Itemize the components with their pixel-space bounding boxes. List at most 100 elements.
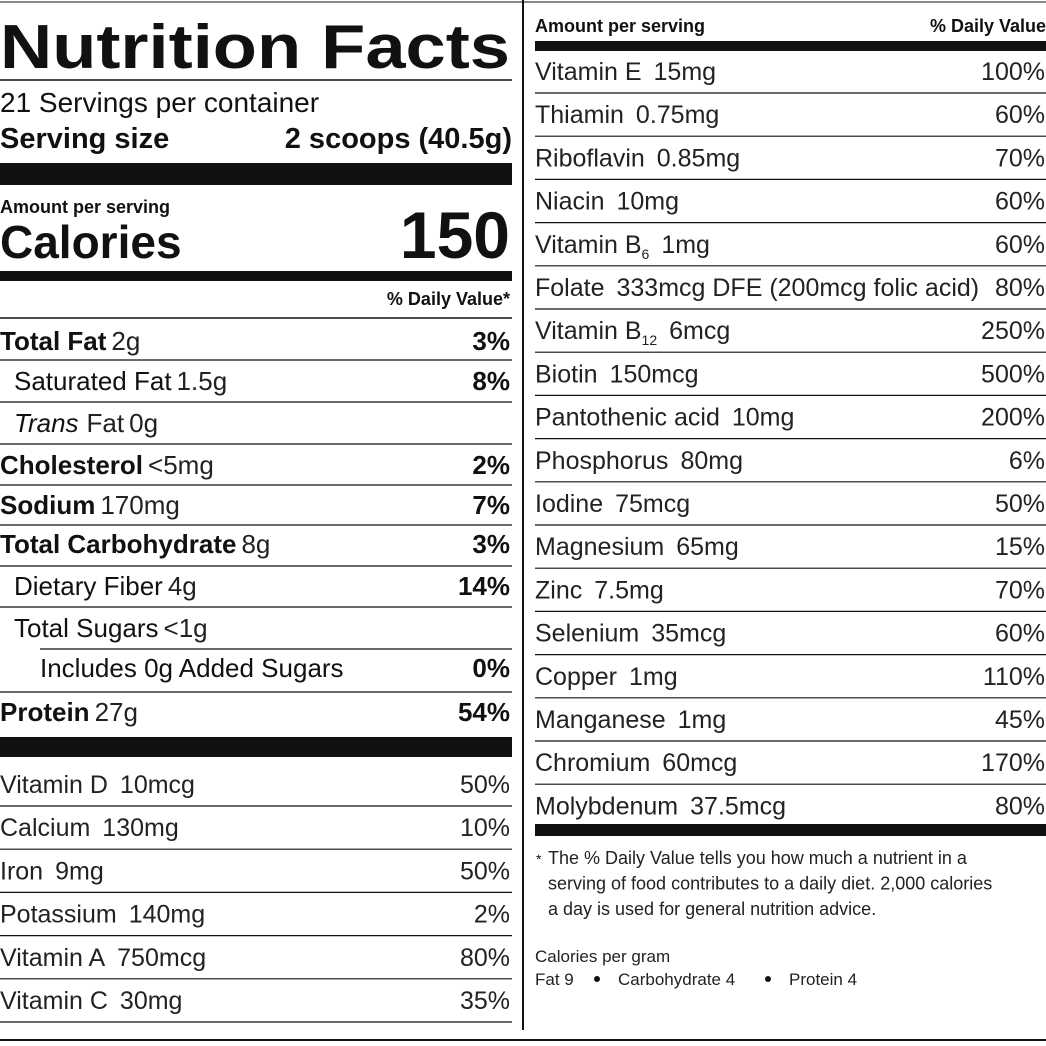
vitamin-dv: 10% bbox=[460, 814, 510, 842]
vitamin-amount: 60mcg bbox=[662, 749, 737, 777]
vitamin-name: Pantothenic acid bbox=[535, 404, 720, 432]
vitamin-amount: 15mg bbox=[654, 58, 717, 86]
vitamin-subscript: 12 bbox=[642, 332, 658, 348]
vitamin-amount: 9mg bbox=[55, 857, 104, 885]
vitamin-amount: 0.85mg bbox=[657, 144, 740, 172]
footnote-marker: * bbox=[536, 851, 542, 867]
vitamin-amount: 1mg bbox=[629, 663, 678, 691]
vitamin-row: Magnesium 65mg bbox=[535, 533, 739, 561]
vitamin-dv: 50% bbox=[460, 771, 510, 799]
title: Nutrition Facts bbox=[0, 13, 510, 82]
vitamin-name: Iron bbox=[0, 857, 43, 885]
cpg-item: Protein 4 bbox=[789, 970, 857, 989]
vitamin-row: Thiamin 0.75mg bbox=[535, 101, 719, 129]
vitamin-amount: 30mg bbox=[120, 987, 183, 1015]
nutrient-amount: <5mg bbox=[148, 450, 214, 480]
vitamin-row: Niacin 10mg bbox=[535, 188, 679, 216]
vitamin-amount: 130mg bbox=[102, 814, 178, 842]
vitamin-name: Molybdenum bbox=[535, 792, 678, 820]
vitamin-dv: 45% bbox=[995, 706, 1045, 734]
vitamin-name: Chromium bbox=[535, 749, 650, 777]
vitamin-name: Vitamin E bbox=[535, 58, 642, 86]
vitamin-amount: 10mg bbox=[616, 188, 679, 216]
vitamin-amount: 10mcg bbox=[120, 771, 195, 799]
nutrient-row: Saturated Fat 1.5g bbox=[14, 366, 227, 396]
vitamin-row: Phosphorus 80mg bbox=[535, 447, 743, 475]
nutrient-name: Dietary Fiber bbox=[14, 571, 163, 601]
nutrient-name: Trans bbox=[14, 408, 79, 438]
vitamin-amount: 35mcg bbox=[651, 620, 726, 648]
amount-label: Amount per serving bbox=[0, 197, 170, 217]
nutrient-row: Trans Fat 0g bbox=[14, 408, 158, 438]
vitamin-name: Potassium bbox=[0, 901, 117, 929]
vitamin-name: Thiamin bbox=[535, 101, 624, 129]
vitamin-name: Manganese bbox=[535, 706, 666, 734]
vitamin-amount: 75mcg bbox=[615, 490, 690, 518]
vitamin-dv: 60% bbox=[995, 101, 1045, 129]
footnote-line: serving of food contributes to a daily d… bbox=[548, 874, 992, 894]
nutrient-name: Total Carbohydrate bbox=[0, 529, 236, 559]
nutrient-name: Sodium bbox=[0, 490, 95, 520]
nutrient-name: Total Fat bbox=[0, 326, 107, 356]
vitamin-row: Pantothenic acid 10mg bbox=[535, 404, 794, 432]
vitamin-dv: 60% bbox=[995, 231, 1045, 259]
vitamin-row: Vitamin E 15mg bbox=[535, 58, 716, 86]
vitamin-name: Biotin bbox=[535, 360, 598, 388]
nutrient-amount: 4g bbox=[168, 571, 197, 601]
cpg-item: Fat 9 bbox=[535, 970, 574, 989]
vitamin-dv: 50% bbox=[460, 857, 510, 885]
nutrient-row: Includes 0g Added Sugars bbox=[40, 653, 344, 683]
vitamin-name: Riboflavin bbox=[535, 144, 645, 172]
servings: 21 Servings per container bbox=[0, 87, 319, 118]
vitamin-amount: 10mg bbox=[732, 404, 795, 432]
vitamin-name: Vitamin A bbox=[0, 944, 105, 972]
vitamin-amount: 0.75mg bbox=[636, 101, 719, 129]
vitamin-amount: 1mg bbox=[661, 231, 710, 259]
calories-label: Calories bbox=[0, 216, 182, 268]
vitamin-row: Vitamin A 750mcg bbox=[0, 944, 206, 972]
footnote-line: The % Daily Value tells you how much a n… bbox=[548, 848, 968, 868]
vitamin-row: Manganese 1mg bbox=[535, 706, 726, 734]
nutrient-dv: 3% bbox=[472, 326, 510, 356]
nutrient-dv: 7% bbox=[472, 490, 510, 520]
nutrient-amount: 27g bbox=[95, 697, 138, 727]
nutrient-row: Total Sugars <1g bbox=[14, 613, 208, 643]
vitamin-amount: 150mcg bbox=[610, 360, 699, 388]
vitamin-name: Iodine bbox=[535, 490, 603, 518]
vitamin-amount: 333mcg DFE (200mcg folic acid) bbox=[616, 274, 979, 302]
serving-size-value: 2 scoops (40.5g) bbox=[285, 123, 512, 155]
calories-value: 150 bbox=[400, 198, 510, 272]
vitamin-name: Folate bbox=[535, 274, 604, 302]
vitamin-dv: 60% bbox=[995, 620, 1045, 648]
dv-header: % Daily Value* bbox=[387, 289, 510, 309]
nutrient-amount: 2g bbox=[111, 326, 140, 356]
nutrient-amount: 1.5g bbox=[177, 366, 228, 396]
nutrient-amount: 8g bbox=[241, 529, 270, 559]
nutrient-amount: 0g bbox=[129, 408, 158, 438]
vitamin-amount: 750mcg bbox=[117, 944, 206, 972]
vitamin-dv: 170% bbox=[981, 749, 1045, 777]
vitamin-name: Calcium bbox=[0, 814, 90, 842]
vitamin-name: Vitamin B bbox=[535, 317, 642, 345]
vitamin-name: Niacin bbox=[535, 188, 604, 216]
vitamin-row: Selenium 35mcg bbox=[535, 620, 726, 648]
vitamin-row: Vitamin B12 6mcg bbox=[535, 317, 730, 348]
bullet bbox=[594, 976, 600, 982]
vitamin-name: Magnesium bbox=[535, 533, 664, 561]
nutrient-name-rest: Fat bbox=[87, 408, 125, 438]
medium-bar bbox=[535, 824, 1046, 836]
cpg-item: Carbohydrate 4 bbox=[618, 970, 735, 989]
vitamin-dv: 70% bbox=[995, 144, 1045, 172]
cpg-label: Calories per gram bbox=[535, 947, 670, 966]
vitamin-subscript: 6 bbox=[642, 246, 650, 262]
vitamin-row: Iron 9mg bbox=[0, 857, 104, 885]
nutrient-row: Total Carbohydrate 8g bbox=[0, 529, 270, 559]
vitamin-amount: 6mcg bbox=[669, 317, 730, 345]
nutrient-amount: 170mg bbox=[100, 490, 180, 520]
vitamin-amount: 65mg bbox=[676, 533, 739, 561]
nutrient-row: Dietary Fiber 4g bbox=[14, 571, 197, 601]
vitamin-row: Biotin 150mcg bbox=[535, 360, 699, 388]
vitamin-row: Folate 333mcg DFE (200mcg folic acid) bbox=[535, 274, 979, 302]
vitamin-row: Chromium 60mcg bbox=[535, 749, 737, 777]
